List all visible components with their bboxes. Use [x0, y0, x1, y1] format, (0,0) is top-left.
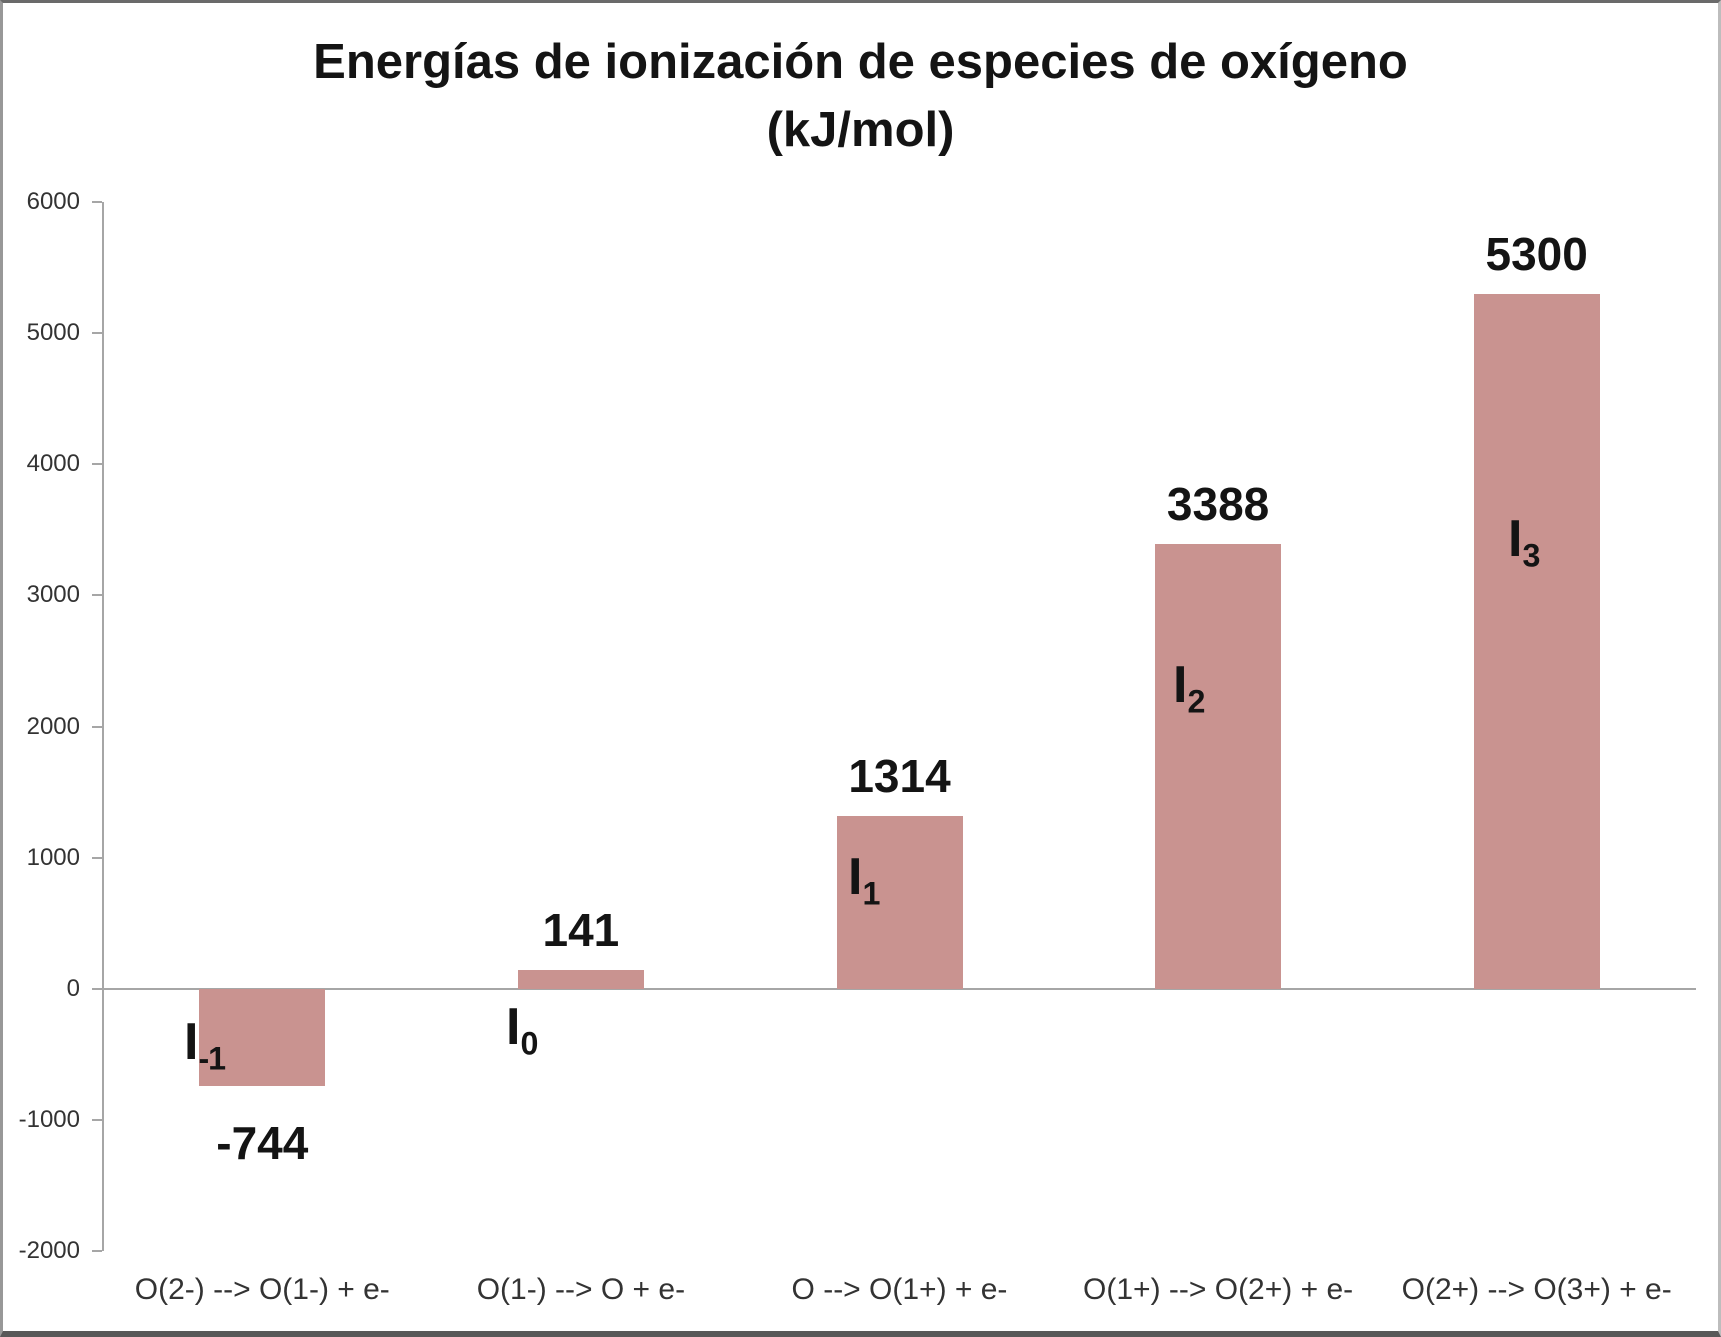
chart-title-line1: Energías de ionización de especies de ox…	[313, 35, 1408, 89]
value-label: 5300	[1485, 227, 1588, 280]
chart-title-line2: (kJ/mol)	[766, 102, 955, 157]
bar-annotation-I-1: I-1	[184, 1013, 226, 1077]
ytick-label: -1000	[18, 1105, 80, 1133]
value-label: 141	[542, 904, 620, 957]
x-category-label: O(2+) --> O(3+) + e-	[1401, 1273, 1672, 1306]
bar-2	[1155, 544, 1282, 989]
bar-0	[517, 970, 644, 989]
ytick-mark	[92, 856, 102, 859]
bar-annotation-I0: I0	[506, 998, 538, 1062]
x-category-label: O(1+) --> O(2+) + e-	[1083, 1273, 1354, 1306]
x-category-label: O(1-) --> O + e-	[476, 1273, 686, 1306]
ytick-label: 3000	[26, 581, 80, 609]
ytick-label: 2000	[26, 712, 80, 740]
ytick-mark	[92, 987, 102, 990]
ytick-mark	[92, 1118, 102, 1121]
ytick-mark	[92, 332, 102, 335]
y-axis-line	[102, 202, 104, 1251]
bar-1	[836, 816, 963, 989]
x-axis-zero-line	[103, 987, 1696, 990]
ytick-mark	[92, 594, 102, 597]
bar-annotation-I2: I2	[1173, 656, 1205, 720]
chart-title: Energías de ionización de especies de ox…	[3, 29, 1718, 164]
value-label: 1314	[848, 750, 951, 803]
bar--1	[199, 988, 326, 1087]
x-category-label: O(2-) --> O(1-) + e-	[134, 1273, 390, 1306]
ytick-label: 5000	[26, 319, 80, 347]
bar-annotation-I1: I1	[848, 848, 880, 912]
value-label: 3388	[1166, 478, 1270, 531]
ytick-mark	[92, 201, 102, 203]
ytick-mark	[92, 725, 102, 728]
x-category-label: O --> O(1+) + e-	[791, 1273, 1008, 1306]
ytick-label: 0	[66, 974, 80, 1002]
ytick-label: -2000	[18, 1237, 80, 1264]
ytick-mark	[92, 1250, 102, 1252]
bar-annotation-I3: I3	[1508, 510, 1540, 574]
ytick-mark	[92, 463, 102, 466]
value-label: -744	[216, 1117, 309, 1170]
ytick-label: 1000	[26, 843, 80, 871]
bar-3	[1473, 293, 1600, 989]
ytick-label: 4000	[26, 450, 80, 478]
ytick-label: 6000	[26, 188, 80, 215]
